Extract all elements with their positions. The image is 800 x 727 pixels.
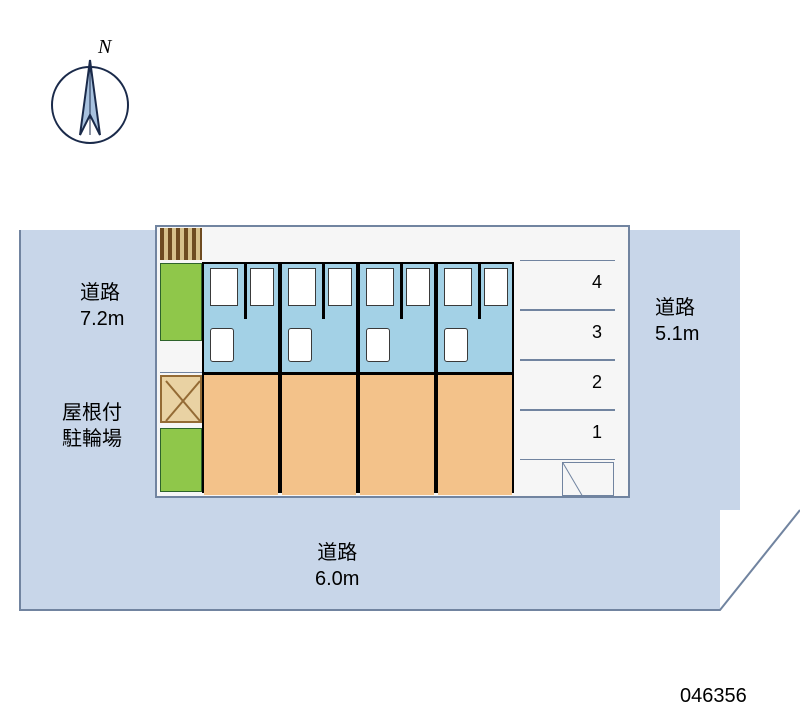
parking-entrance-box [562,462,614,496]
bike-parking-label: 屋根付 駐輪場 [62,400,122,452]
parking-num-4: 4 [592,272,602,293]
bike-parking-box [160,375,202,423]
compass-n-label: N [97,36,113,58]
unit-3 [358,262,436,493]
unit-2 [280,262,358,493]
parking-num-1: 1 [592,422,602,443]
unit-1 [202,262,280,493]
reference-id: 046356 [680,685,747,708]
site-plan-canvas: 4 3 2 1 N N 道路 7.2m 道路 6.0m 道路 5.1m 屋根付 … [0,0,800,727]
unit-4 [436,262,514,493]
road-left-label: 道路 7.2m [80,280,124,332]
road-right-label: 道路 5.1m [655,295,699,347]
hatched-strip [160,228,202,260]
green-patch-bottom [160,428,202,492]
parking-num-3: 3 [592,322,602,343]
gap-strip [160,343,202,373]
green-patch-top [160,263,202,341]
parking-area: 4 3 2 1 [520,260,615,460]
road-bottom-label: 道路 6.0m [315,540,359,592]
parking-num-2: 2 [592,372,602,393]
compass-icon: N [50,35,140,170]
